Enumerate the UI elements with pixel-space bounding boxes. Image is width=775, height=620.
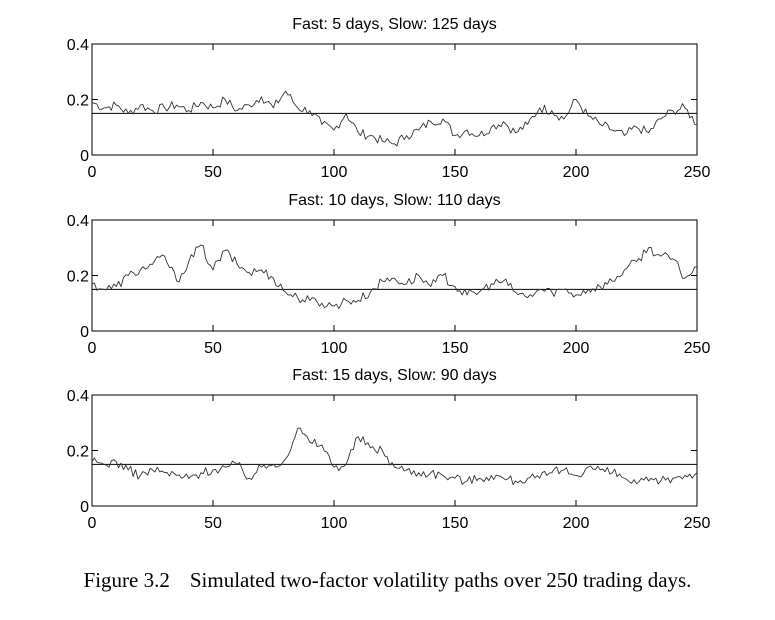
panel-3-ytick-label: 0.4 (67, 388, 89, 405)
panel-3-xtick-label: 250 (684, 515, 711, 532)
panel-2-ytick-label: 0 (80, 324, 89, 341)
panel-2-frame (91, 219, 698, 332)
panel-1-ytick-label: 0.4 (67, 37, 89, 54)
panel-2-xtick-label: 50 (204, 340, 222, 357)
panel-2-ytick-label: 0.4 (67, 213, 89, 230)
panel-3-xtick-label: 100 (321, 515, 348, 532)
panel-3-title: Fast: 15 days, Slow: 90 days (292, 367, 497, 384)
panel-2-volatility-path (91, 244, 698, 309)
panel-2-title: Fast: 10 days, Slow: 110 days (288, 192, 500, 209)
panel-1-xtick-label: 0 (88, 164, 97, 181)
panel-2-xtick-label: 250 (684, 340, 711, 357)
panel-3-xtick-label: 200 (563, 515, 590, 532)
panel-3-xtick-label: 150 (442, 515, 469, 532)
panel-3-ytick-label: 0 (80, 499, 89, 516)
panel-3-xtick-label: 0 (88, 515, 97, 532)
figure-panels: Fast: 5 days, Slow: 125 days 0 50 100 150 200… (67, 16, 711, 532)
panel-1-xtick-label: 200 (563, 164, 590, 181)
panel-2-xtick-label: 200 (563, 340, 590, 357)
panel-1-ytick-label: 0 (80, 148, 89, 165)
panel-1-frame (91, 43, 698, 156)
panel-1-xtick-label: 250 (684, 164, 711, 181)
panel-1-xtick-label: 50 (204, 164, 222, 181)
panel-3-ytick-label: 0.2 (67, 444, 89, 461)
panel-3-xtick-label: 50 (204, 515, 222, 532)
panel-2-xtick-label: 150 (442, 340, 469, 357)
panel-3-frame (91, 394, 698, 507)
chart-svg: Fast: 5 days, Slow: 125 days 0 50 100 150 200… (67, 16, 711, 532)
panel-1-ytick-label: 0.2 (67, 93, 89, 110)
panel-2-xtick-label: 0 (88, 340, 97, 357)
figure-caption-text: Simulated two-factor volatility paths ov… (189, 568, 692, 592)
panel-1-xtick-label: 150 (442, 164, 469, 181)
panel-1-volatility-path (91, 90, 698, 147)
panel-3-volatility-path (91, 427, 698, 486)
figure-caption: Figure 3.2 Simulated two-factor volatilit… (0, 568, 775, 593)
panel-2-ytick-label: 0.2 (67, 269, 89, 286)
panel-2-xtick-label: 100 (321, 340, 348, 357)
panel-1-xtick-label: 100 (321, 164, 348, 181)
panel-1-title: Fast: 5 days, Slow: 125 days (292, 16, 497, 33)
figure-caption-label: Figure 3.2 (83, 568, 170, 592)
